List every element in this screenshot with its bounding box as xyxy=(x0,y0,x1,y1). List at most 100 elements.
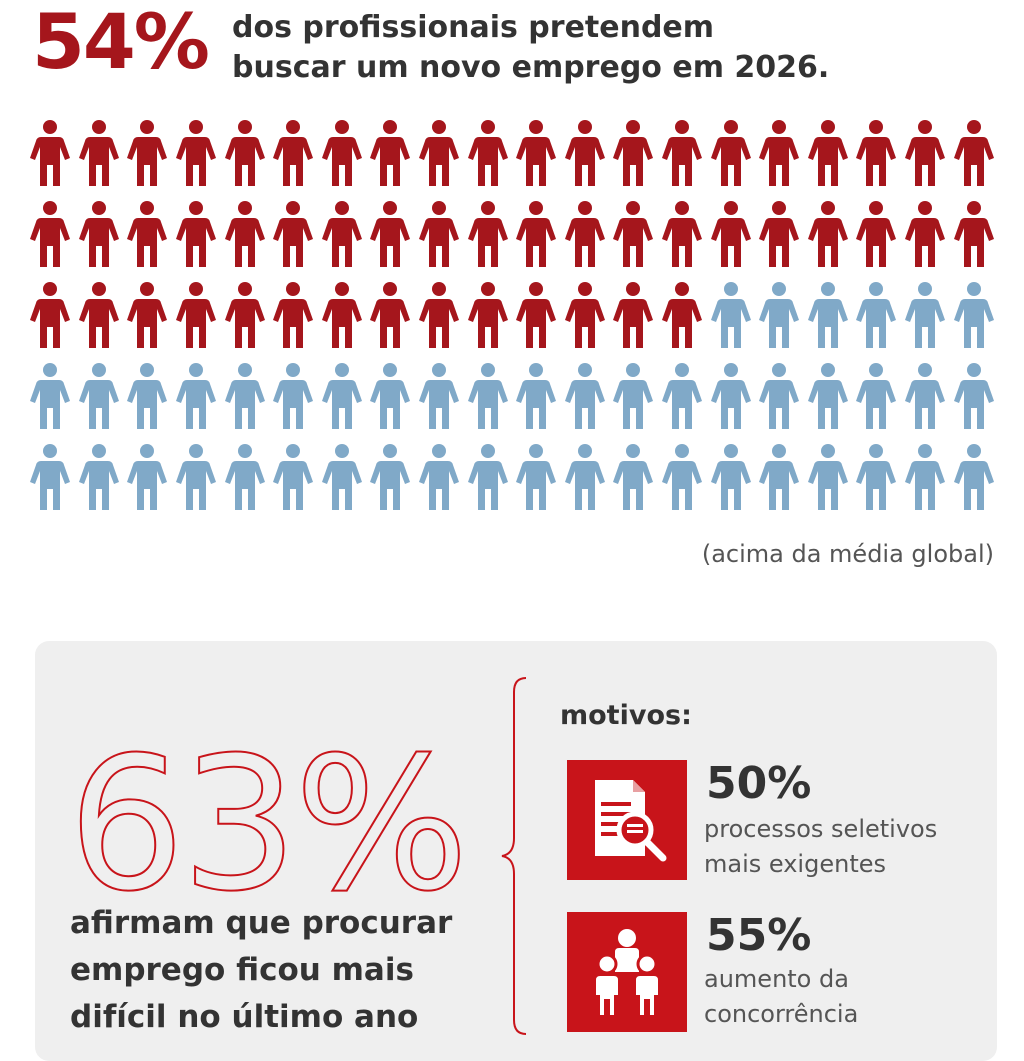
curly-brace-icon xyxy=(501,677,527,1035)
person-icon xyxy=(901,444,950,525)
person-icon xyxy=(561,282,610,363)
reason-1-line-1: processos seletivos xyxy=(704,815,938,843)
person-icon xyxy=(755,444,804,525)
person-icon xyxy=(949,282,998,363)
person-icon xyxy=(609,282,658,363)
reason-2-line-1: aumento da xyxy=(704,965,849,993)
headline-line-1: dos profissionais pretendem xyxy=(232,10,715,45)
person-icon xyxy=(949,120,998,201)
person-icon xyxy=(318,201,367,282)
person-icon xyxy=(463,120,512,201)
person-icon xyxy=(755,120,804,201)
person-icon xyxy=(512,444,561,525)
person-icon xyxy=(852,282,901,363)
person-icon xyxy=(804,282,853,363)
people-group-icon xyxy=(567,912,687,1032)
reason-2-pct: 55% xyxy=(706,910,812,961)
person-icon xyxy=(220,282,269,363)
person-icon xyxy=(220,363,269,444)
reason-1-text: processos seletivos mais exigentes xyxy=(704,812,1004,882)
person-icon xyxy=(123,282,172,363)
panel-claim-line-1: afirmam que procurar xyxy=(70,905,453,941)
person-icon xyxy=(609,120,658,201)
person-icon xyxy=(123,120,172,201)
person-icon xyxy=(26,282,75,363)
person-icon xyxy=(706,282,755,363)
person-icon xyxy=(123,363,172,444)
person-icon xyxy=(415,282,464,363)
info-panel xyxy=(35,641,997,1061)
person-icon xyxy=(172,120,221,201)
person-icon xyxy=(172,363,221,444)
person-icon xyxy=(75,444,124,525)
headline-line-2: buscar um novo emprego em 2026. xyxy=(232,50,830,85)
person-icon xyxy=(804,120,853,201)
person-icon xyxy=(658,444,707,525)
person-icon xyxy=(75,120,124,201)
person-icon xyxy=(415,201,464,282)
person-icon xyxy=(463,282,512,363)
person-icon xyxy=(755,363,804,444)
person-icon xyxy=(26,363,75,444)
person-icon xyxy=(366,120,415,201)
person-icon xyxy=(366,282,415,363)
person-icon xyxy=(512,282,561,363)
person-icon xyxy=(269,444,318,525)
person-icon xyxy=(901,120,950,201)
person-icon xyxy=(463,444,512,525)
person-icon xyxy=(804,444,853,525)
person-icon xyxy=(366,444,415,525)
person-icon xyxy=(901,201,950,282)
note-text: (acima da média global) xyxy=(701,540,994,568)
person-icon xyxy=(852,363,901,444)
person-icon xyxy=(415,363,464,444)
person-icon xyxy=(269,201,318,282)
person-icon xyxy=(26,120,75,201)
panel-claim: afirmam que procurar emprego ficou mais … xyxy=(70,900,490,1041)
person-icon xyxy=(561,363,610,444)
document-search-icon xyxy=(567,760,687,880)
person-icon xyxy=(901,282,950,363)
person-icon xyxy=(366,201,415,282)
people-pictogram xyxy=(26,120,998,520)
person-icon xyxy=(220,120,269,201)
headline-stat: 54% xyxy=(32,0,210,86)
person-icon xyxy=(172,282,221,363)
person-icon xyxy=(172,444,221,525)
reason-2-line-2: concorrência xyxy=(704,1000,859,1028)
panel-claim-line-3: difícil no último ano xyxy=(70,999,419,1035)
person-icon xyxy=(949,444,998,525)
panel-stat-outline: 63% xyxy=(67,736,470,906)
person-icon xyxy=(463,201,512,282)
panel-claim-line-2: emprego ficou mais xyxy=(70,952,414,988)
person-icon xyxy=(755,282,804,363)
person-icon xyxy=(609,363,658,444)
reason-2-text: aumento da concorrência xyxy=(704,962,1004,1032)
person-icon xyxy=(220,201,269,282)
person-icon xyxy=(366,363,415,444)
person-icon xyxy=(949,363,998,444)
person-icon xyxy=(26,444,75,525)
person-icon xyxy=(123,444,172,525)
person-icon xyxy=(318,282,367,363)
person-icon xyxy=(804,201,853,282)
person-icon xyxy=(415,444,464,525)
person-icon xyxy=(269,282,318,363)
person-icon xyxy=(512,201,561,282)
person-icon xyxy=(609,444,658,525)
person-icon xyxy=(269,363,318,444)
reasons-title: motivos: xyxy=(560,700,692,731)
person-icon xyxy=(463,363,512,444)
person-icon xyxy=(706,363,755,444)
person-icon xyxy=(269,120,318,201)
person-icon xyxy=(512,120,561,201)
person-icon xyxy=(706,201,755,282)
person-icon xyxy=(658,363,707,444)
person-icon xyxy=(658,282,707,363)
person-icon xyxy=(561,444,610,525)
reason-1-pct: 50% xyxy=(706,758,812,809)
person-icon xyxy=(318,120,367,201)
headline-text: dos profissionais pretendem buscar um no… xyxy=(232,8,932,88)
person-icon xyxy=(220,444,269,525)
person-icon xyxy=(75,363,124,444)
